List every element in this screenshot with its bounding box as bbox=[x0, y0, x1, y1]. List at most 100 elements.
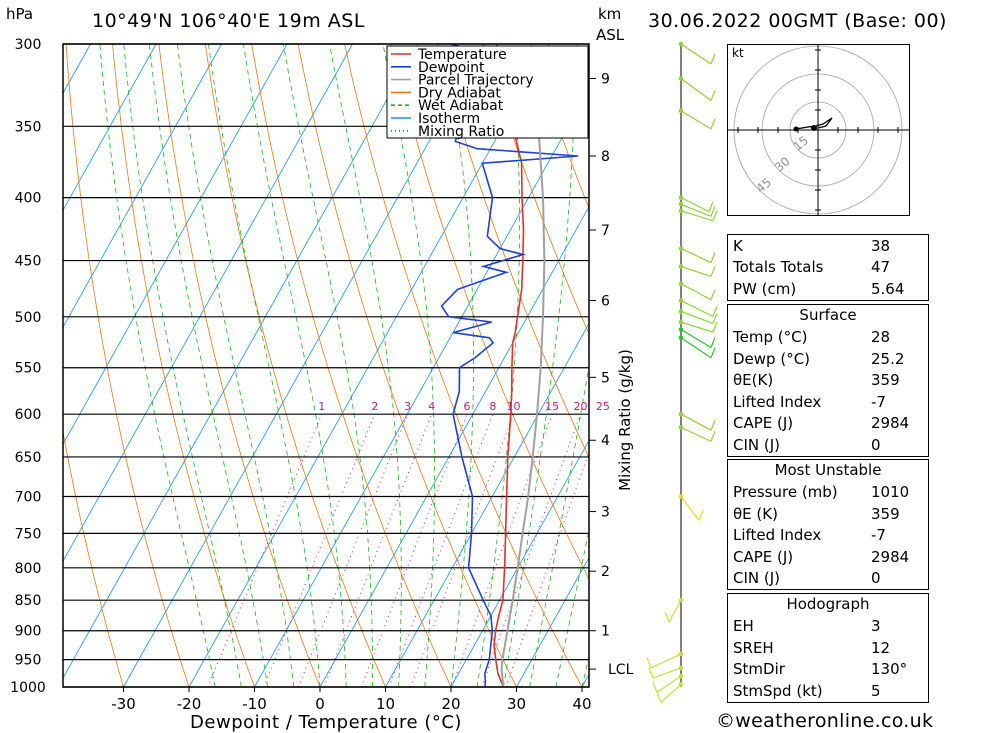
wet-adiabat-line bbox=[555, 528, 589, 687]
wind-level-dot bbox=[678, 201, 684, 207]
isotherm-line bbox=[63, 44, 419, 679]
index-value: 0 bbox=[871, 435, 881, 454]
wind-barb bbox=[680, 300, 714, 318]
wind-barb-feather bbox=[710, 431, 716, 442]
mixing-ratio-label: 3 bbox=[404, 400, 411, 413]
index-key: StmDir bbox=[733, 660, 785, 679]
mixing-ratio-line bbox=[451, 414, 553, 687]
x-tick-label: 40 bbox=[572, 695, 591, 713]
wind-level-dot bbox=[678, 264, 684, 269]
pressure-tick-label: 850 bbox=[15, 593, 42, 609]
index-value: -7 bbox=[871, 392, 886, 411]
index-key: CAPE (J) bbox=[733, 414, 794, 433]
isotherm-line bbox=[385, 322, 589, 687]
wind-level-dot bbox=[678, 298, 684, 303]
pressure-tick-label: 650 bbox=[15, 450, 42, 466]
km-tick-label: LCL bbox=[608, 662, 634, 678]
asl-label: ASL bbox=[596, 26, 625, 44]
index-value: 12 bbox=[871, 638, 891, 657]
x-tick-label: 10 bbox=[376, 695, 395, 713]
index-value: 1010 bbox=[871, 483, 910, 502]
wind-level-dot bbox=[678, 665, 684, 671]
wind-barb bbox=[680, 110, 712, 130]
legend-entry: Parcel Trajectory bbox=[418, 73, 534, 89]
legend-box bbox=[386, 45, 589, 139]
hodograph-trace bbox=[795, 117, 833, 130]
wind-barb bbox=[680, 310, 714, 325]
hodograph-title: Hodograph bbox=[786, 595, 870, 613]
hodograph-unit-label: kt bbox=[732, 46, 744, 60]
copyright[interactable]: ©weatheronline.co.uk bbox=[716, 710, 934, 732]
index-key: SREH bbox=[733, 638, 774, 657]
index-row: θE(K) 359 bbox=[728, 370, 928, 392]
index-row: Lifted Index -7 bbox=[728, 525, 928, 547]
wind-barb-feather bbox=[712, 313, 718, 324]
parcel-trajectory-profile bbox=[500, 126, 546, 687]
wind-level-dot bbox=[678, 682, 684, 687]
wind-barb bbox=[680, 496, 700, 521]
x-tick-label: -10 bbox=[242, 695, 267, 713]
km-tick-label: 3 bbox=[601, 505, 610, 521]
mixing-ratio-label: 6 bbox=[464, 400, 471, 413]
wet-adiabat-line bbox=[503, 44, 575, 687]
pressure-tick-label: 500 bbox=[15, 310, 42, 326]
pressure-tick-label: 1000 bbox=[10, 680, 46, 696]
isotherm-line bbox=[63, 44, 91, 95]
surface-title: Surface bbox=[799, 306, 857, 324]
index-row: CIN (J) 0 bbox=[728, 568, 928, 590]
wind-barb-feather bbox=[652, 681, 658, 693]
index-value: 3 bbox=[871, 617, 881, 636]
index-value: 5.64 bbox=[871, 279, 905, 298]
wet-adiabat-line bbox=[476, 44, 520, 687]
legend-entry: Dewpoint bbox=[418, 60, 485, 76]
wind-barb bbox=[680, 247, 712, 264]
location-title: 10°49'N 106°40'E 19m ASL bbox=[92, 10, 365, 32]
isotherm-line bbox=[188, 44, 550, 687]
wind-level-dot bbox=[678, 246, 684, 251]
km-tick-label: 9 bbox=[601, 71, 610, 87]
index-value: 28 bbox=[871, 328, 891, 347]
temperature-profile bbox=[493, 44, 525, 687]
wind-barb bbox=[680, 283, 712, 301]
wind-level-dot bbox=[678, 108, 684, 114]
wind-level-dot bbox=[678, 327, 684, 332]
index-key: StmSpd (kt) bbox=[733, 681, 823, 700]
km-label: km bbox=[598, 5, 622, 23]
x-tick-label: -20 bbox=[177, 695, 202, 713]
index-key: CIN (J) bbox=[733, 435, 781, 454]
mixing-ratio-label: 10 bbox=[507, 400, 521, 413]
mixing-ratio-line bbox=[388, 414, 494, 687]
pressure-tick-label: 550 bbox=[15, 361, 42, 377]
index-key: CAPE (J) bbox=[733, 547, 794, 566]
wind-level-dot bbox=[678, 425, 684, 430]
wind-barb-feather bbox=[710, 206, 716, 217]
wind-barb-feather bbox=[710, 419, 716, 431]
isotherm-line bbox=[63, 44, 222, 328]
plot-frame bbox=[62, 43, 590, 688]
mixing-ratio-line bbox=[323, 414, 433, 687]
index-key: θE (K) bbox=[733, 504, 778, 523]
km-tick-label: 6 bbox=[601, 294, 610, 310]
mixing-ratio-label: 2 bbox=[371, 400, 378, 413]
wet-adiabat-line bbox=[443, 44, 475, 687]
index-value: 47 bbox=[871, 258, 891, 277]
wind-level-dot bbox=[678, 597, 684, 603]
wind-barb-feather bbox=[710, 90, 716, 101]
km-tick-label: 2 bbox=[601, 564, 610, 580]
mixing-ratio-label: 20 bbox=[573, 400, 587, 413]
index-row: θE (K) 359 bbox=[728, 503, 928, 525]
index-row: CIN (J) 0 bbox=[728, 434, 928, 456]
isotherm-line bbox=[123, 44, 484, 687]
wind-barb-feather bbox=[710, 337, 716, 348]
km-tick-label: 5 bbox=[601, 370, 610, 386]
storm-motion-dot bbox=[811, 125, 817, 131]
wet-adiabat-line bbox=[283, 44, 373, 687]
wind-barb bbox=[680, 328, 712, 348]
wind-barb-feather bbox=[710, 266, 716, 277]
index-row: SREH 12 bbox=[728, 637, 928, 659]
wind-level-dot bbox=[678, 335, 684, 341]
index-value: -7 bbox=[871, 526, 886, 545]
index-row: Temp (°C) 28 bbox=[728, 327, 928, 349]
wind-barb bbox=[650, 653, 682, 669]
index-key: Totals Totals bbox=[733, 258, 824, 277]
